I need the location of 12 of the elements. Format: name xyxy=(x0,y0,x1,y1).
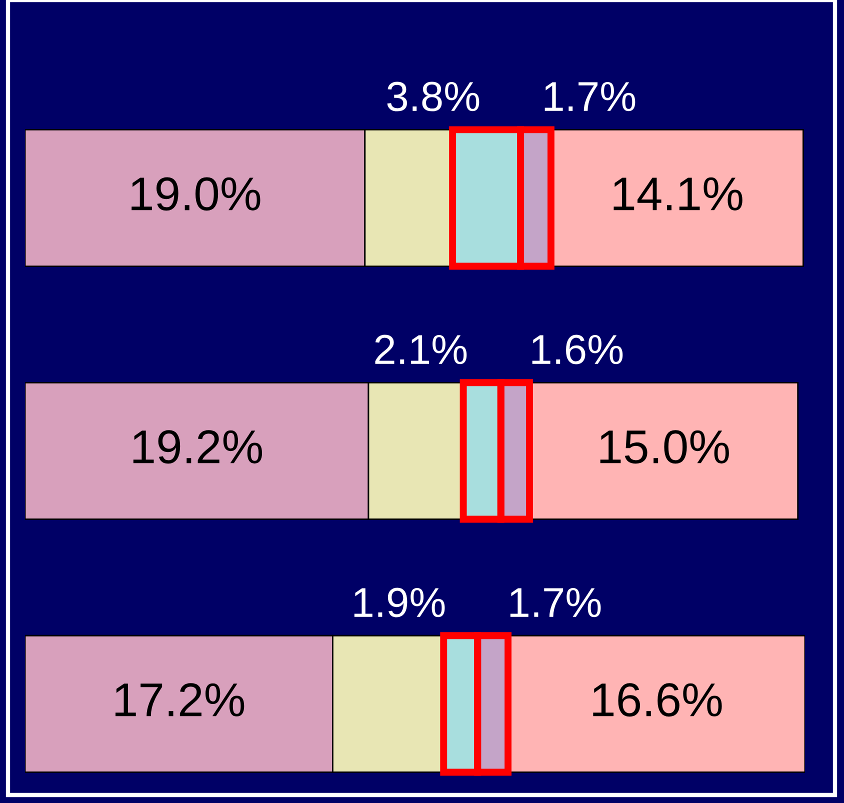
data-label: 1.6% xyxy=(532,334,623,364)
data-label: 3.8% xyxy=(387,82,480,112)
data-label: 2.1% xyxy=(375,334,467,364)
data-label: 16.6% xyxy=(593,683,722,717)
data-label: 1.9% xyxy=(354,588,445,618)
data-label: 14.1% xyxy=(614,177,742,210)
data-label: 15.0% xyxy=(600,430,729,464)
data-label: 19.2% xyxy=(133,430,262,464)
data-label: 1.7% xyxy=(544,82,636,112)
data-label: 19.0% xyxy=(132,177,260,211)
data-label: 17.2% xyxy=(116,683,244,716)
data-label: 1.7% xyxy=(510,588,601,618)
